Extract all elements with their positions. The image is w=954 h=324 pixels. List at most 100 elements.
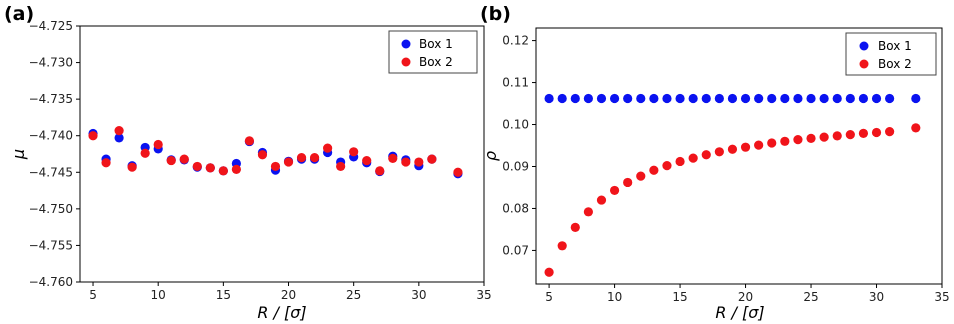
- panel-b-xtick-label: 30: [869, 290, 884, 304]
- panel-a-xtick-label: 20: [281, 288, 296, 302]
- panel-b-point-box1: [871, 93, 882, 104]
- panel-a-point-box2: [309, 153, 320, 163]
- panel-b-ytick-label: 0.11: [502, 76, 529, 90]
- panel-a-point-box2: [179, 154, 189, 164]
- panel-b-xlabel: R / [σ]: [715, 303, 764, 322]
- panel-b-point-box1: [793, 93, 803, 104]
- panel-b-point-box2: [832, 131, 842, 141]
- panel-b-ytick-label: 0.09: [502, 159, 529, 173]
- panel-a-point-box2: [375, 166, 385, 176]
- panel-b-point-box2: [636, 171, 646, 181]
- panel-a-point-box2: [192, 161, 202, 172]
- panel-b-ytick-label: 0.12: [502, 34, 529, 48]
- panel-a-legend-marker-box2: [401, 57, 411, 67]
- panel-b-legend-label-box2: Box 2: [878, 57, 912, 71]
- panel-b-point-box1: [780, 93, 790, 104]
- panel-b-point-box1: [636, 93, 646, 104]
- panel-b-point-box1: [570, 93, 580, 104]
- panel-a-point-box2: [414, 157, 424, 167]
- panel-b-frame: [535, 27, 943, 285]
- panel-b: (b) 5 10 15 20 25 30 35 0.07 0.08 0.09 0.10 0.11 0.1…: [480, 3, 950, 322]
- panel-b-ylabel: ρ: [481, 151, 500, 161]
- panel-b-legend-label-box1: Box 1: [878, 39, 912, 53]
- panel-b-point-box2: [649, 165, 659, 175]
- panel-b-point-box1: [806, 93, 816, 104]
- panel-b-point-box1: [623, 93, 633, 104]
- panel-b-point-box2: [858, 128, 869, 138]
- panel-b-point-box1: [767, 93, 777, 104]
- panel-b-point-box1: [845, 93, 855, 104]
- panel-b-legend-box: [845, 32, 937, 76]
- panel-b-point-box2: [885, 127, 895, 137]
- panel-b-point-box2: [780, 136, 790, 146]
- panel-a-point-box2: [296, 153, 307, 163]
- panel-b-point-box1: [740, 93, 751, 104]
- panel-a-frame: [79, 25, 485, 283]
- panel-a-point-box1: [114, 133, 124, 143]
- panel-a-legend-label-box2: Box 2: [419, 55, 453, 69]
- panel-a-point-box2: [388, 153, 398, 163]
- panel-b-point-box2: [623, 177, 633, 188]
- panel-a-xtick-label: 25: [346, 288, 361, 302]
- panel-a-point-box2: [88, 131, 98, 141]
- panel-a-point-box2: [270, 161, 281, 172]
- panel-a-point-box2: [453, 167, 463, 177]
- panel-a-legend-label-box1: Box 1: [419, 37, 453, 51]
- panel-b-point-box1: [688, 93, 698, 104]
- panel-a: (a) 5 10 15 20 25 30 35 −4.760 −4.755 −4.750 −4.74…: [4, 3, 492, 322]
- panel-b-legend: Box 1 Box 2: [845, 32, 937, 76]
- panel-b-point-box1: [832, 93, 842, 104]
- panel-b-point-box1: [858, 93, 869, 104]
- panel-b-xtick-label: 20: [738, 290, 753, 304]
- panel-a-point-box2: [231, 164, 241, 174]
- panel-b-point-box2: [727, 144, 738, 154]
- panel-b-point-box2: [793, 135, 803, 145]
- panel-a-ytick-label: −4.725: [29, 19, 73, 33]
- panel-b-xtick-label: 35: [934, 290, 949, 304]
- panel-b-ytick-label: 0.08: [502, 201, 529, 215]
- panel-b-point-box2: [845, 129, 855, 140]
- panel-a-ytick-label: −4.740: [29, 129, 73, 143]
- panel-b-xtick-label: 25: [803, 290, 818, 304]
- panel-a-point-box2: [101, 158, 111, 168]
- panel-b-points: [544, 93, 921, 277]
- panel-b-point-box2: [871, 127, 882, 138]
- panel-b-xtick-label: 5: [545, 290, 553, 304]
- panel-b-point-box2: [767, 138, 777, 148]
- panel-b-point-box1: [714, 93, 724, 104]
- panel-a-point-box2: [401, 157, 411, 167]
- panel-b-point-box1: [596, 93, 607, 104]
- panel-a-ytick-label: −4.755: [29, 238, 73, 252]
- panel-a-legend: Box 1 Box 2: [388, 30, 478, 74]
- panel-a-legend-box: [388, 30, 478, 74]
- panel-b-point-box2: [609, 185, 620, 196]
- panel-b-point-box2: [583, 207, 593, 217]
- panel-a-point-box2: [257, 150, 268, 160]
- panel-b-point-box1: [754, 93, 764, 104]
- panel-b-point-box2: [570, 222, 580, 232]
- panel-a-xtick-label: 10: [151, 288, 166, 302]
- panel-b-point-box2: [675, 156, 685, 167]
- panel-a-xtick-label: 15: [216, 288, 231, 302]
- panel-a-ytick-label: −4.745: [29, 165, 73, 179]
- panel-a-ytick-label: −4.730: [29, 56, 73, 70]
- panel-a-point-box2: [140, 148, 150, 158]
- panel-a-ytick-label: −4.760: [29, 275, 73, 289]
- panel-b-point-box1: [649, 93, 659, 104]
- panel-b-legend-marker-box2: [859, 59, 869, 69]
- panel-b-point-box2: [688, 153, 698, 163]
- panel-a-point-box2: [283, 157, 294, 167]
- panel-b-point-box1: [885, 93, 895, 104]
- panel-a-label: (a): [4, 3, 34, 25]
- panel-b-point-box1: [609, 93, 620, 104]
- panel-b-point-box2: [544, 267, 554, 277]
- panel-a-point-box2: [205, 163, 215, 173]
- panel-b-point-box1: [583, 93, 593, 104]
- panel-a-point-box2: [127, 162, 137, 172]
- panel-a-xtick-label: 5: [89, 288, 97, 302]
- panel-a-ylabel: μ: [9, 149, 28, 160]
- panel-a-ytick-label: −4.735: [29, 92, 73, 106]
- panel-a-xtick-label: 30: [411, 288, 426, 302]
- panel-b-point-box2: [662, 161, 672, 171]
